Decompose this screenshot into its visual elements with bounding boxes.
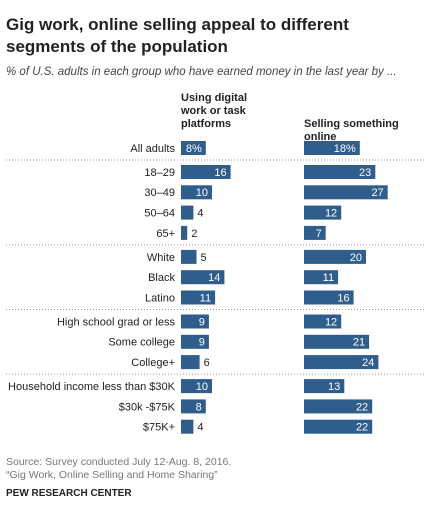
source-note: “Gig Work, Online Selling and Home Shari…	[6, 469, 218, 481]
value-label: 16	[214, 167, 226, 179]
value-label: 24	[362, 357, 374, 369]
value-label: 12	[325, 208, 337, 220]
value-label: 5	[201, 252, 207, 264]
value-label: 7	[316, 228, 322, 240]
category-label: 65+	[156, 228, 175, 240]
value-label: 14	[208, 272, 220, 284]
bar	[304, 379, 345, 394]
chart-subtitle: % of U.S. adults in each group who have …	[6, 66, 397, 78]
value-label: 23	[359, 167, 371, 179]
bar	[181, 355, 200, 370]
category-label: 30–49	[144, 187, 175, 199]
category-label: High school grad or less	[57, 316, 176, 328]
value-label: 9	[199, 316, 205, 328]
bar	[304, 185, 388, 200]
footer: PEW RESEARCH CENTER	[6, 488, 132, 499]
source-text: Source: Survey conducted July 12-Aug. 8,…	[6, 456, 232, 468]
bar	[181, 205, 194, 220]
bar	[304, 399, 373, 414]
bar	[304, 141, 360, 155]
source: Source: Survey conducted July 12-Aug. 8,…	[6, 456, 231, 482]
bar	[181, 399, 206, 414]
value-label: 18%	[334, 143, 356, 155]
value-label: 11	[323, 272, 334, 284]
bar	[181, 225, 188, 240]
value-label: 11	[200, 292, 211, 304]
category-label: 18–29	[144, 167, 175, 179]
bar	[304, 249, 366, 264]
bar	[304, 419, 373, 434]
value-label: 9	[199, 337, 205, 349]
category-label: College+	[131, 357, 175, 369]
bar	[304, 165, 376, 179]
value-label: 4	[197, 208, 203, 220]
category-label: All adults	[130, 143, 175, 155]
legend-entry: Using digital work or task platforms	[181, 92, 247, 130]
bar	[181, 165, 231, 179]
category-label: 50–64	[144, 208, 175, 220]
category-label: Some college	[108, 337, 175, 349]
bar	[304, 334, 370, 349]
bar	[181, 249, 197, 264]
value-label: 8%	[186, 143, 202, 155]
value-label: 8	[196, 401, 202, 413]
value-label: 13	[328, 381, 340, 393]
value-label: 16	[337, 292, 349, 304]
value-label: 21	[353, 337, 365, 349]
bar	[304, 225, 326, 240]
bar	[181, 419, 194, 434]
value-label: 10	[196, 381, 208, 393]
category-label: $75K+	[143, 422, 175, 434]
category-label: White	[147, 252, 175, 264]
value-label: 6	[204, 357, 210, 369]
category-label: Black	[148, 272, 175, 284]
value-label: 20	[350, 252, 362, 264]
chart-title: Gig work, online selling appeal to diffe…	[6, 15, 349, 56]
bar	[304, 314, 342, 329]
bar	[304, 290, 354, 305]
bar	[181, 185, 212, 200]
value-label: 12	[325, 316, 337, 328]
category-label: Household income less than $30K	[8, 381, 176, 393]
bar	[181, 314, 209, 329]
value-label: 22	[356, 422, 368, 434]
category-label: $30k -$75K	[119, 401, 176, 413]
bar	[181, 379, 212, 394]
category-label: Latino	[145, 292, 175, 304]
bar	[304, 355, 379, 370]
value-label: 10	[196, 187, 208, 199]
bar	[181, 290, 216, 305]
bar	[181, 270, 225, 285]
value-label: 22	[356, 401, 368, 413]
bar	[304, 205, 342, 220]
bar	[181, 334, 209, 349]
value-label: 2	[191, 228, 197, 240]
bar	[181, 141, 206, 155]
bar	[304, 270, 339, 285]
value-label: 4	[197, 422, 203, 434]
value-label: 27	[371, 187, 383, 199]
legend-entry: Selling something online	[304, 118, 399, 143]
